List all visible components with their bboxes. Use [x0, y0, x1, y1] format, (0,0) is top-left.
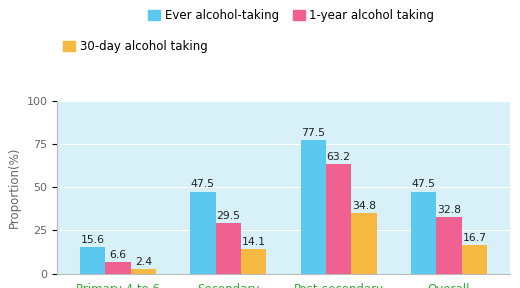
Text: 6.6: 6.6	[109, 250, 126, 260]
Bar	[80, 247, 105, 274]
Bar	[411, 192, 436, 274]
Bar	[105, 262, 131, 274]
Bar	[241, 249, 266, 274]
Legend: Ever alcohol-taking, 1-year alcohol taking: Ever alcohol-taking, 1-year alcohol taki…	[148, 9, 434, 22]
Text: 77.5: 77.5	[301, 128, 325, 138]
Bar	[462, 245, 487, 274]
Legend: 30-day alcohol taking: 30-day alcohol taking	[63, 40, 207, 54]
Bar	[301, 140, 326, 274]
Bar	[326, 164, 352, 274]
Text: 14.1: 14.1	[242, 237, 266, 247]
Text: 29.5: 29.5	[216, 211, 240, 221]
Text: 32.8: 32.8	[437, 205, 461, 215]
Text: 2.4: 2.4	[135, 257, 152, 267]
Bar	[131, 270, 156, 274]
Bar	[216, 223, 241, 274]
Text: 63.2: 63.2	[327, 152, 350, 162]
Text: 47.5: 47.5	[191, 179, 215, 190]
Text: 16.7: 16.7	[462, 233, 486, 243]
Bar	[190, 192, 216, 274]
Text: 47.5: 47.5	[411, 179, 436, 190]
Text: 34.8: 34.8	[352, 201, 376, 211]
Y-axis label: Proportion(%): Proportion(%)	[8, 147, 21, 228]
Bar	[436, 217, 462, 274]
Text: 15.6: 15.6	[81, 234, 105, 245]
Bar	[352, 213, 376, 274]
